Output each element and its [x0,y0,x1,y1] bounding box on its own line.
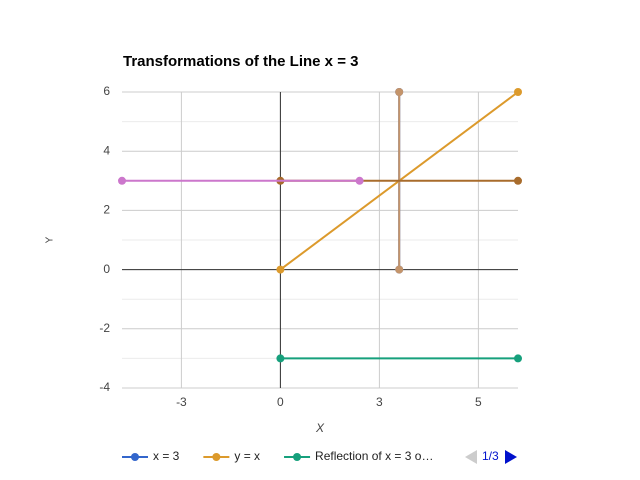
y-tick-label: 4 [103,143,110,157]
legend-swatch [212,453,221,461]
pager-prev [465,450,477,464]
point [514,88,522,96]
legend-swatch [293,453,302,461]
point [355,176,364,185]
y-tick-label: 2 [103,203,110,217]
chart-title: Transformations of the Line x = 3 [123,53,358,70]
x-tick-label: 3 [376,395,383,409]
point [514,176,522,185]
y-axis-label: Y [45,236,56,243]
legend-page: 1/3 [482,449,499,463]
point [118,176,126,185]
y-tick-label: 0 [103,262,110,276]
x-tick-label: -3 [176,395,187,409]
x-tick-label: 0 [277,395,284,409]
legend-label: Reflection of x = 3 o… [315,449,433,463]
legend-label: y = x [234,449,260,463]
y-tick-label: 6 [103,84,110,98]
point [276,265,285,274]
y-tick-label: -2 [99,321,110,335]
point [276,354,285,363]
x-tick-label: 5 [475,395,482,409]
point [395,265,404,274]
y-tick-label: -4 [99,380,110,394]
point [514,354,522,363]
legend-label: x = 3 [153,449,180,463]
point [395,88,404,96]
x-axis-label: X [315,421,325,435]
legend-swatch [131,453,139,461]
pager-next[interactable] [505,450,517,464]
